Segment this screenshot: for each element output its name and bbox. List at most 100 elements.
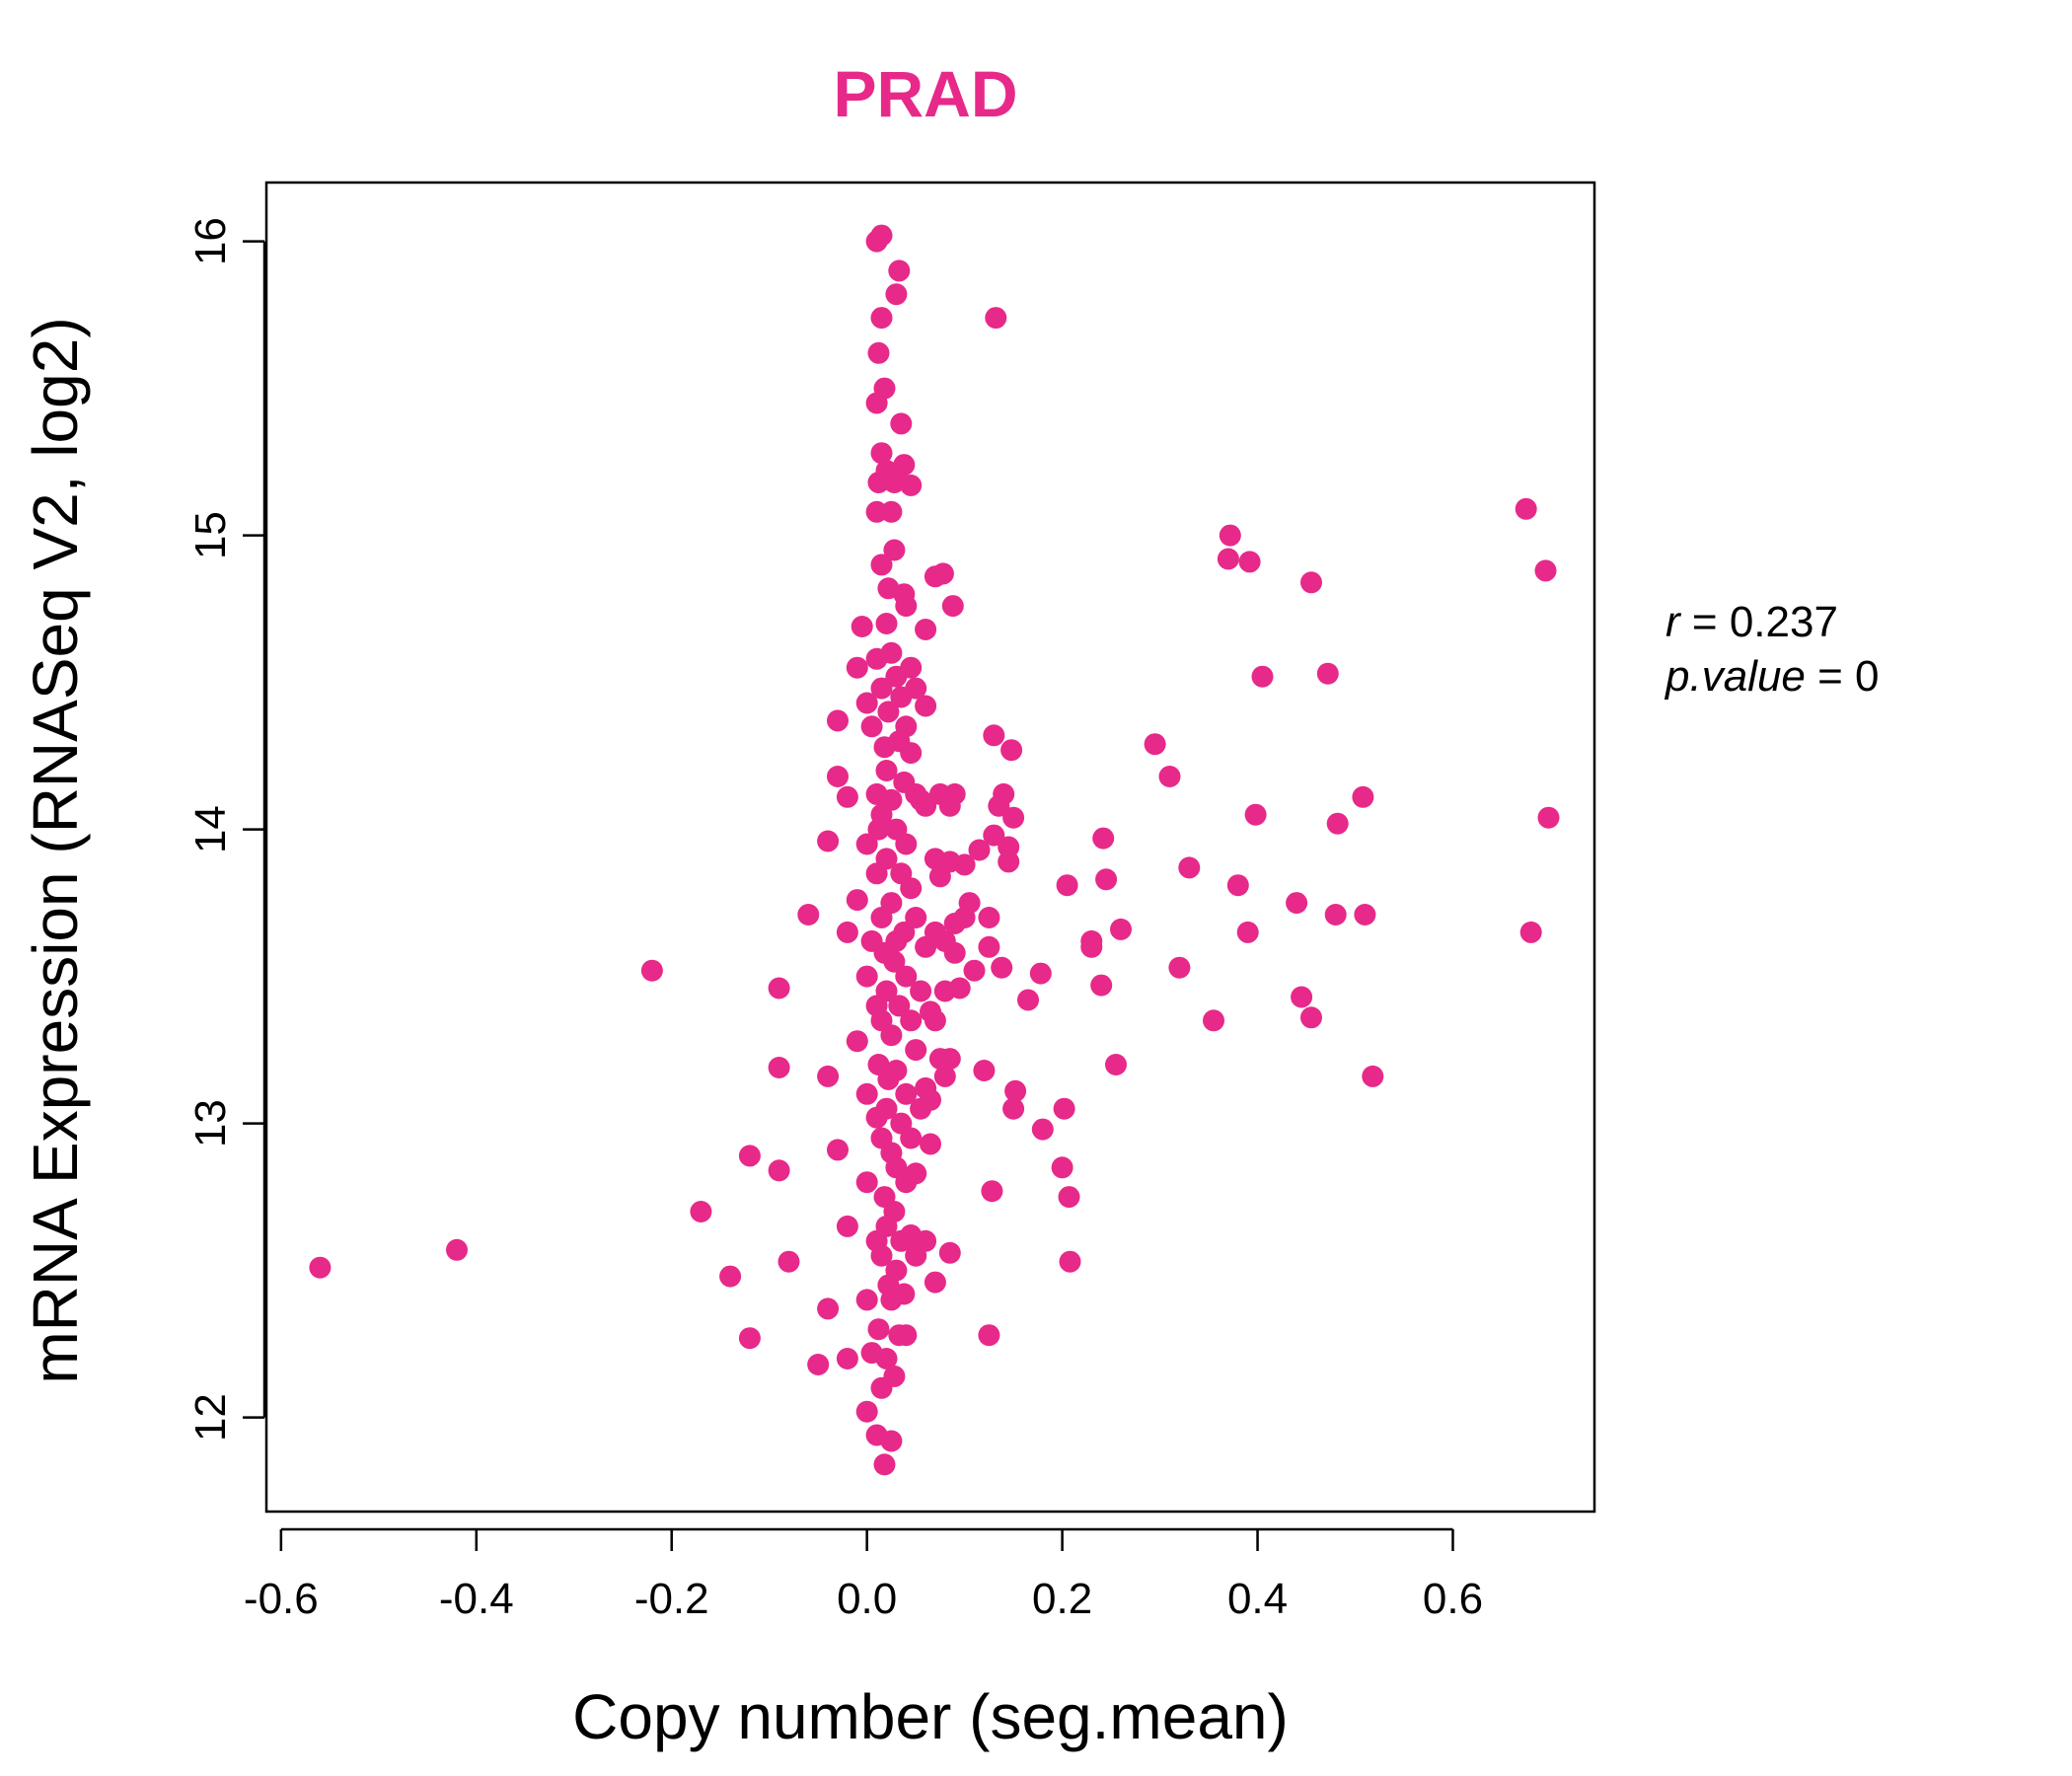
data-point-194 xyxy=(1053,1097,1075,1120)
data-point-125 xyxy=(900,877,923,900)
data-point-19 xyxy=(836,785,858,808)
data-point-3 xyxy=(690,1201,712,1222)
data-point-12 xyxy=(807,1354,830,1375)
x-tick-label-6: 0.6 xyxy=(1423,1575,1483,1623)
data-point-4 xyxy=(719,1265,742,1288)
data-point-188 xyxy=(1002,1097,1025,1120)
data-point-190 xyxy=(1017,989,1039,1011)
data-point-55 xyxy=(870,554,893,576)
data-point-166 xyxy=(943,941,966,964)
data-point-91 xyxy=(883,1201,906,1222)
data-point-69 xyxy=(875,613,898,634)
data-point-204 xyxy=(1110,918,1132,940)
data-point-180 xyxy=(985,307,1007,330)
data-point-191 xyxy=(1029,962,1052,985)
plot-area-frame xyxy=(264,181,1596,1514)
r-value: 0.237 xyxy=(1730,598,1838,646)
data-point-72 xyxy=(875,980,898,1002)
data-point-124 xyxy=(900,742,923,765)
data-point-227 xyxy=(1515,497,1537,520)
data-point-127 xyxy=(900,1127,923,1149)
data-point-218 xyxy=(1291,986,1313,1008)
data-point-209 xyxy=(1203,1009,1224,1032)
p-value: 0 xyxy=(1855,652,1879,701)
data-point-67 xyxy=(873,1453,896,1476)
data-point-29 xyxy=(855,965,878,988)
data-point-51 xyxy=(867,1318,890,1341)
data-point-169 xyxy=(953,853,976,876)
data-point-173 xyxy=(973,1060,996,1081)
data-point-161 xyxy=(938,1048,961,1071)
data-point-70 xyxy=(875,760,898,781)
correlation-annotation: r = 0.237 p.value = 0 xyxy=(1664,598,1880,701)
data-point-14 xyxy=(817,1065,840,1087)
data-point-105 xyxy=(890,412,913,435)
data-point-208 xyxy=(1178,856,1201,879)
data-point-226 xyxy=(1362,1065,1384,1087)
r-annotation: r = 0.237 xyxy=(1665,598,1838,646)
data-point-24 xyxy=(846,889,868,912)
data-point-25 xyxy=(846,1030,868,1053)
data-point-229 xyxy=(1534,559,1557,582)
data-point-98 xyxy=(885,1060,908,1081)
data-point-197 xyxy=(1059,1250,1081,1273)
p-annotation: p.value = 0 xyxy=(1664,652,1880,701)
data-point-116 xyxy=(895,715,918,738)
data-point-7 xyxy=(768,977,790,999)
x-tick-label-0: -0.6 xyxy=(244,1575,319,1623)
data-point-52 xyxy=(870,224,893,247)
data-point-32 xyxy=(855,1289,878,1311)
data-point-117 xyxy=(895,833,918,855)
data-point-195 xyxy=(1056,874,1078,897)
data-point-87 xyxy=(880,1430,903,1452)
data-point-215 xyxy=(1244,803,1267,826)
data-point-56 xyxy=(870,677,893,700)
data-point-206 xyxy=(1158,766,1181,787)
data-point-228 xyxy=(1519,921,1542,943)
data-point-26 xyxy=(851,616,873,637)
data-point-150 xyxy=(924,1009,946,1032)
data-point-225 xyxy=(1354,904,1376,925)
data-point-121 xyxy=(895,1324,918,1347)
data-point-6 xyxy=(738,1145,761,1167)
data-point-93 xyxy=(885,283,908,306)
data-point-214 xyxy=(1238,551,1261,573)
y-axis-label: mRNA Expression (RNASeq V2, log2) xyxy=(20,317,91,1383)
data-point-186 xyxy=(1000,739,1023,762)
data-point-205 xyxy=(1144,733,1166,756)
data-point-193 xyxy=(1051,1156,1073,1179)
data-point-82 xyxy=(880,788,903,811)
data-point-83 xyxy=(880,892,903,915)
data-point-115 xyxy=(895,595,918,618)
data-point-146 xyxy=(920,1133,941,1155)
data-point-15 xyxy=(817,1297,840,1320)
chart-title: PRAD xyxy=(833,57,1017,130)
data-point-210 xyxy=(1217,548,1239,570)
data-point-54 xyxy=(870,442,893,465)
data-point-192 xyxy=(1031,1118,1054,1141)
data-point-81 xyxy=(880,641,903,664)
y-tick-label-1: 13 xyxy=(186,1099,235,1147)
data-point-8 xyxy=(768,1057,790,1078)
data-point-187 xyxy=(1002,806,1025,829)
data-point-145 xyxy=(920,1088,941,1111)
data-point-207 xyxy=(1168,956,1191,979)
data-point-177 xyxy=(981,1180,1003,1203)
data-point-71 xyxy=(875,848,898,870)
data-point-219 xyxy=(1300,571,1322,594)
data-point-211 xyxy=(1219,524,1241,547)
data-point-126 xyxy=(900,1009,923,1032)
data-point-53 xyxy=(870,307,893,330)
x-axis: -0.6 -0.4 -0.2 0.0 0.2 0.4 0.6 xyxy=(244,1527,1483,1623)
data-point-174 xyxy=(978,907,1000,928)
data-point-9 xyxy=(768,1159,790,1182)
data-point-73 xyxy=(875,1097,898,1120)
data-point-110 xyxy=(893,454,916,477)
data-point-84 xyxy=(880,1024,903,1047)
x-axis-label: Copy number (seg.mean) xyxy=(572,1681,1289,1752)
data-point-113 xyxy=(893,921,916,943)
data-point-77 xyxy=(877,701,900,723)
data-point-212 xyxy=(1226,874,1249,897)
data-point-216 xyxy=(1251,665,1274,688)
